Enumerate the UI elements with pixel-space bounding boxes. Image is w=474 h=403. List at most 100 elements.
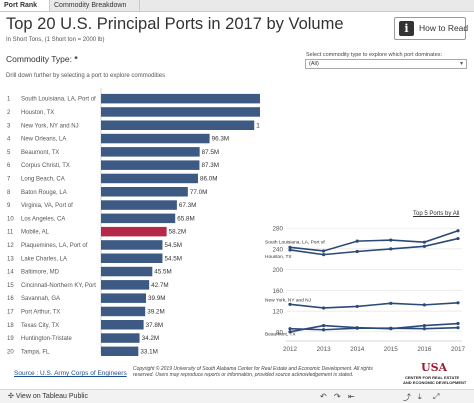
undo-icon[interactable]: ↶ [320, 392, 327, 401]
top5-line-chart: 80 120 160 200 240 280 2012 2013 2014 2015 2016 201… [265, 226, 465, 353]
bar-rank-label: 19 [7, 336, 14, 342]
top5-chart-title[interactable]: Top 5 Ports by All [413, 211, 460, 217]
bar [101, 280, 150, 290]
series-point [456, 326, 460, 330]
commodity-type-heading: Commodity Type: * [6, 54, 78, 64]
revert-icon[interactable]: ⇤ [348, 392, 355, 401]
bar-rank-label: 18 [7, 323, 14, 329]
bar-category-label: Corpus Christi, TX [21, 163, 70, 169]
source-link[interactable]: Source : U.S. Army Corps of Engineers [14, 370, 127, 377]
series-point [355, 304, 359, 309]
bar [101, 107, 260, 117]
bar-rank-label: 8 [7, 190, 11, 196]
bar [101, 320, 144, 330]
series-point [288, 327, 292, 331]
usa-logo: USA CENTER FOR REAL ESTATE AND ECONOMIC … [385, 361, 471, 387]
share-icon[interactable]: ⤴ [403, 393, 411, 402]
y-tick-label: 80 [276, 329, 284, 336]
bar [101, 253, 163, 263]
tab-port-rank[interactable]: Port Rank [0, 0, 50, 11]
bar-category-label: Los Angeles, CA [21, 216, 65, 222]
bar-value-label: 67.3M [179, 202, 197, 209]
bar-rank-label: 14 [7, 270, 14, 276]
bar-value-label: 87.5M [202, 149, 220, 156]
series-point [355, 249, 359, 254]
bar-rank-label: 4 [7, 137, 11, 143]
series-point [322, 328, 326, 332]
bar-rank-label: 3 [7, 123, 11, 129]
series-point [389, 238, 393, 242]
bar [101, 120, 255, 130]
bar-category-label: Texas City, TX [21, 323, 59, 329]
bar [101, 160, 200, 170]
series-point [322, 324, 326, 328]
bar-value-label: 39.2M [147, 308, 165, 315]
bar-rank-label: 16 [7, 296, 14, 302]
bar-value-label: 58.2M [169, 229, 187, 236]
series-point [322, 253, 326, 257]
how-to-read-button[interactable]: i How to Read [394, 17, 468, 40]
bar [101, 133, 210, 144]
y-tick-label: 240 [272, 246, 283, 253]
bar [101, 187, 188, 197]
bar-rank-label: 2 [7, 110, 11, 116]
series-name-label: Houston, TX [265, 254, 292, 260]
bar-category-label: Tampa, FL [21, 349, 50, 355]
x-tick-label: 2016 [417, 346, 432, 353]
series-point [322, 249, 326, 253]
bar-category-label: South Louisiana, LA, Port of [21, 97, 96, 103]
download-icon[interactable]: ⤓ [418, 392, 422, 401]
bar [101, 213, 176, 224]
series-point [422, 244, 426, 248]
series-point [389, 247, 393, 251]
bar-category-label: Baltimore, MD [21, 270, 60, 276]
bar-category-label: Baton Rouge, LA [21, 190, 67, 196]
bar-category-label: Plaquemines, LA, Port of [21, 243, 88, 249]
commodity-filter-select[interactable]: (All) ▾ [305, 59, 467, 69]
page-subtitle: In Short Tons, (1 Short ton = 2000 lb) [6, 37, 105, 43]
view-on-tableau-link[interactable]: ✣ View on Tableau Public [8, 392, 88, 400]
logo-line-1: CENTER FOR REAL ESTATE [405, 375, 460, 380]
series-point [456, 236, 460, 241]
bar-category-label: Cincinnati-Northern KY, Port [21, 283, 96, 289]
series-point [322, 306, 326, 310]
series-point [422, 303, 426, 307]
series-point [389, 301, 393, 305]
bar-category-label: Long Beach, CA [21, 176, 65, 182]
bar-category-label: Virginia, VA, Port of [21, 203, 73, 209]
series-point [389, 327, 393, 331]
x-tick-label: 2014 [350, 346, 365, 353]
bar-value-label: 39.9M [148, 295, 166, 302]
bar [101, 93, 260, 104]
bar-category-label: Lake Charles, LA [21, 256, 67, 262]
bar-category-label: Savannah, GA [21, 296, 60, 302]
fullscreen-icon[interactable]: ⤢ [433, 392, 440, 401]
series-name-label: Beaumont, TX [265, 332, 296, 338]
series-point [288, 248, 292, 252]
redo-icon[interactable]: ↷ [334, 392, 341, 401]
view-on-tableau-label: View on Tableau Public [15, 393, 88, 400]
bar-value-label: 33.1M [140, 348, 158, 355]
series-name-label: New York, NY and NJ [265, 297, 312, 303]
y-tick-label: 160 [272, 288, 283, 295]
drill-down-hint: Drill down further by selecting a port t… [6, 73, 166, 79]
bar-category-label: Houston, TX [21, 110, 54, 116]
bar-rank-label: 12 [7, 243, 14, 249]
bar [101, 173, 198, 184]
bar-value-label: 37.8M [146, 322, 164, 329]
bar-value-label: 54.5M [164, 255, 182, 262]
page-title: Top 20 U.S. Principal Ports in 2017 by V… [6, 15, 344, 33]
bar-rank-label: 6 [7, 163, 11, 169]
x-tick-label: 2015 [384, 346, 399, 353]
series-point [456, 229, 460, 233]
series-point [422, 327, 426, 331]
bar-category-label: New Orleans, LA [21, 137, 66, 143]
bar [101, 306, 146, 317]
tab-commodity-breakdown[interactable]: Commodity Breakdown [50, 0, 140, 11]
bar-rank-label: 20 [7, 349, 14, 355]
commodity-type-label: Commodity Type: [6, 54, 72, 64]
bar [101, 147, 200, 157]
series-line [289, 237, 459, 256]
bar-value-label: 42.7M [151, 282, 169, 289]
